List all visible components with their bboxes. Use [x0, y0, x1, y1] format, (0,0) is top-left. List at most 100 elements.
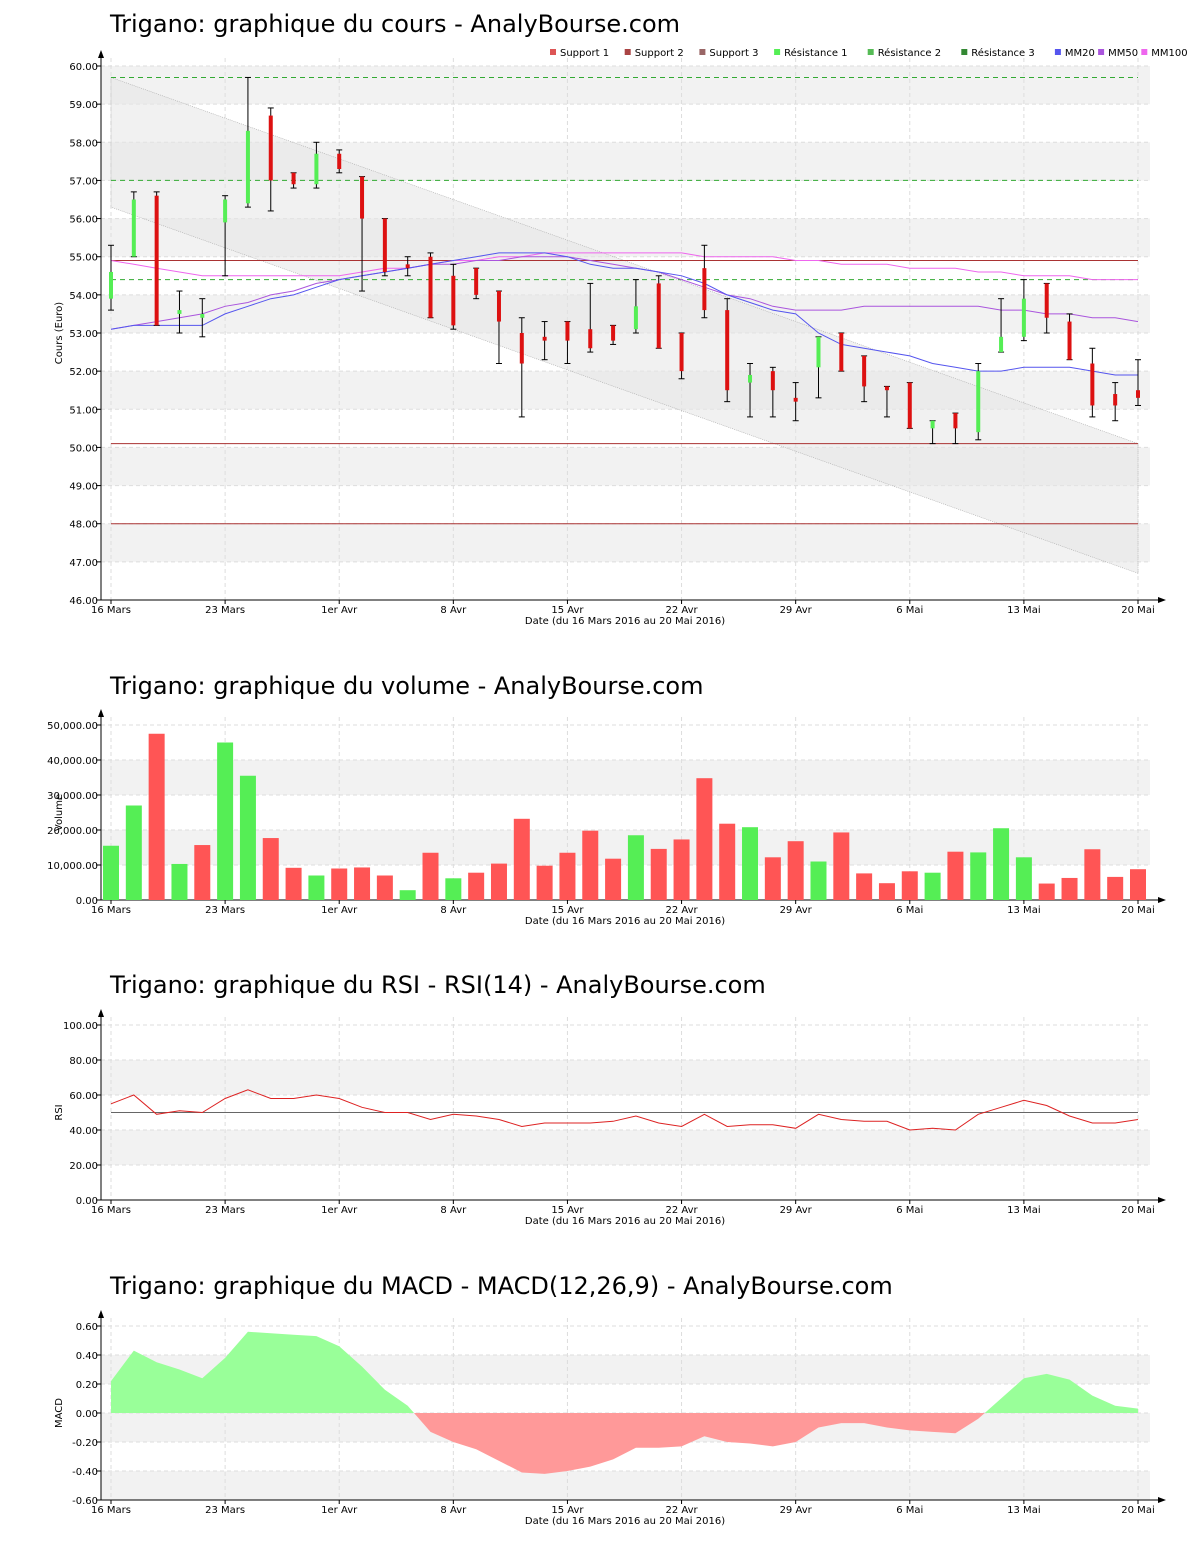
- volume-xtick-label: 23 Mars: [205, 905, 245, 916]
- rsi-xtick-label: 1er Avr: [321, 1205, 358, 1216]
- volume-ytick-label: 20,000.00: [47, 826, 98, 837]
- volume-bar: [376, 875, 393, 900]
- volume-xtick-label: 1er Avr: [321, 905, 358, 916]
- legend-swatch: [1054, 49, 1061, 55]
- volume-y-axis-label: Volume: [54, 794, 65, 831]
- volume-xtick-label: 29 Avr: [780, 905, 813, 916]
- candle-body: [907, 382, 912, 429]
- price-y-axis-label: Cours (Euro): [54, 302, 65, 365]
- volume-bar: [627, 835, 644, 900]
- volume-bar: [308, 875, 325, 900]
- volume-band: [101, 760, 1150, 795]
- macd-ytick-label: 0.20: [76, 1380, 98, 1391]
- candle-body: [245, 130, 250, 204]
- legend-swatch: [961, 49, 968, 55]
- price-ytick-label: 57.00: [69, 176, 98, 187]
- candle-body: [656, 283, 661, 349]
- rsi-line: [110, 1089, 1139, 1131]
- volume-xtick-label: 16 Mars: [91, 905, 131, 916]
- volume-bar: [1015, 857, 1032, 900]
- legend-swatch: [624, 49, 631, 55]
- macd-xtick-label: 16 Mars: [91, 1505, 131, 1516]
- volume-bar: [742, 827, 759, 900]
- volume-bar: [262, 838, 279, 900]
- volume-xtick-label: 15 Avr: [551, 905, 584, 916]
- rsi-y-axis-label: RSI: [54, 1104, 65, 1120]
- candle-body: [839, 333, 844, 372]
- price-x-axis-label: Date (du 16 Mars 2016 au 20 Mai 2016): [525, 616, 725, 627]
- volume-bar: [125, 805, 142, 900]
- price-xtick-label: 1er Avr: [321, 605, 358, 616]
- candle-body: [565, 321, 570, 341]
- macd-negative-area: [111, 1413, 1138, 1474]
- price-xtick-label: 23 Mars: [205, 605, 245, 616]
- macd-ytick-label: 0.40: [76, 1351, 98, 1362]
- legend-label: MM20: [1065, 48, 1095, 59]
- candle-body: [177, 310, 182, 314]
- candle-body: [542, 336, 547, 341]
- macd-x-axis-label: Date (du 16 Mars 2016 au 20 Mai 2016): [525, 1516, 725, 1527]
- volume-chart-title: Trigano: graphique du volume - AnalyBour…: [110, 672, 704, 700]
- mm100-line: [110, 252, 1138, 281]
- candle-body: [953, 413, 958, 429]
- legend-label: Support 1: [560, 48, 609, 59]
- volume-ytick-label: 0.00: [76, 896, 98, 907]
- volume-bar: [1038, 883, 1055, 900]
- candle-body: [999, 336, 1004, 353]
- volume-bar: [513, 818, 530, 900]
- volume-bar: [285, 867, 302, 900]
- candle-body: [611, 325, 616, 341]
- macd-xtick-label: 23 Mars: [205, 1505, 245, 1516]
- legend-swatch: [550, 49, 556, 55]
- volume-bar: [764, 857, 781, 900]
- price-xtick-label: 29 Avr: [780, 605, 813, 616]
- price-ytick-label: 53.00: [69, 329, 98, 340]
- candle-body: [884, 386, 889, 391]
- volume-xtick-label: 8 Avr: [440, 905, 467, 916]
- legend-label: MM100: [1151, 48, 1187, 59]
- macd-xtick-label: 20 Mai: [1121, 1505, 1154, 1516]
- rsi-xtick-label: 13 Mai: [1007, 1205, 1040, 1216]
- candle-body: [1090, 363, 1095, 406]
- rsi-ytick-label: 80.00: [69, 1056, 98, 1067]
- price-y-arrow: [98, 50, 104, 58]
- candle-body: [428, 256, 433, 318]
- volume-ytick-label: 10,000.00: [47, 861, 98, 872]
- volume-y-arrow: [98, 709, 104, 717]
- price-ytick-label: 48.00: [69, 520, 98, 531]
- candle-body: [679, 333, 684, 372]
- legend-label: Résistance 3: [971, 47, 1034, 59]
- candle-body: [291, 172, 296, 185]
- volume-ytick-label: 50,000.00: [47, 721, 98, 732]
- volume-bar: [993, 828, 1010, 900]
- macd-y-axis-label: MACD: [54, 1398, 65, 1428]
- candle-body: [200, 313, 205, 318]
- price-xtick-label: 16 Mars: [91, 605, 131, 616]
- candle-body: [474, 268, 479, 295]
- macd-ytick-label: -0.60: [72, 1496, 98, 1507]
- macd-xtick-label: 15 Avr: [551, 1505, 584, 1516]
- candle-body: [154, 195, 159, 326]
- candle-body: [748, 374, 753, 383]
- rsi-chart-title: Trigano: graphique du RSI - RSI(14) - An…: [110, 971, 766, 999]
- price-xtick-label: 15 Avr: [551, 605, 584, 616]
- candle-body: [360, 176, 365, 219]
- rsi-xtick-label: 15 Avr: [551, 1205, 584, 1216]
- price-ytick-label: 55.00: [69, 253, 98, 264]
- candle-body: [519, 333, 524, 364]
- legend-label: Résistance 2: [878, 47, 941, 59]
- candle-body: [1021, 298, 1026, 337]
- legend-swatch: [774, 49, 781, 55]
- volume-bar: [970, 852, 987, 900]
- volume-xtick-label: 20 Mai: [1121, 905, 1154, 916]
- price-xtick-label: 13 Mai: [1007, 605, 1040, 616]
- volume-bar: [103, 845, 119, 900]
- price-ytick-label: 60.00: [69, 62, 98, 73]
- candle-body: [976, 371, 981, 433]
- rsi-x-axis-label: Date (du 16 Mars 2016 au 20 Mai 2016): [525, 1216, 725, 1227]
- candle-body: [223, 199, 228, 223]
- macd-band: [101, 1471, 1150, 1500]
- price-xtick-label: 8 Avr: [440, 605, 467, 616]
